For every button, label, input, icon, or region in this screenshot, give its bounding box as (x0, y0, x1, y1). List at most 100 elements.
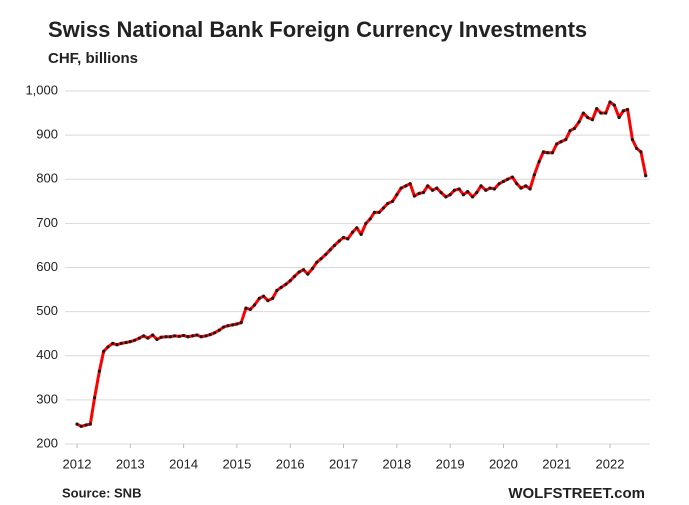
point (524, 184, 528, 188)
x-tick-label: 2018 (382, 456, 411, 471)
point (208, 332, 212, 337)
point (292, 274, 297, 278)
point (617, 115, 621, 120)
x-tick-label: 2017 (329, 456, 358, 471)
y-tick-label: 1,000 (25, 82, 58, 97)
point (146, 336, 150, 340)
point (608, 100, 612, 104)
point (426, 184, 430, 188)
point (284, 282, 288, 286)
point (84, 423, 88, 427)
point (604, 111, 608, 115)
point (341, 235, 346, 240)
point (546, 151, 550, 155)
point (191, 334, 195, 338)
point (217, 328, 221, 332)
point (168, 335, 172, 339)
point (359, 232, 363, 237)
point (132, 338, 137, 342)
point (337, 239, 341, 243)
point (639, 150, 643, 154)
point (537, 160, 541, 164)
point (452, 188, 456, 192)
point (79, 424, 83, 428)
point (475, 190, 479, 195)
chart-subtitle: CHF, billions (48, 50, 138, 67)
point (572, 126, 576, 131)
point (492, 187, 496, 191)
point (119, 341, 123, 345)
point (377, 210, 381, 214)
point (612, 103, 616, 107)
point (115, 343, 119, 347)
point (595, 107, 599, 111)
point (479, 184, 483, 188)
point (195, 333, 199, 337)
point (448, 193, 452, 197)
point (515, 182, 519, 186)
point (212, 331, 217, 335)
point (381, 206, 386, 210)
point (564, 137, 568, 142)
point (261, 294, 266, 298)
point (88, 422, 92, 426)
point (644, 174, 648, 178)
point (142, 334, 146, 338)
x-tick-label: 2016 (276, 456, 305, 471)
point (412, 194, 417, 198)
point (350, 230, 355, 234)
x-tick-label: 2015 (222, 456, 251, 471)
point (239, 321, 243, 325)
x-tick-label: 2021 (542, 456, 571, 471)
point (497, 182, 501, 186)
point (288, 279, 292, 283)
point (111, 341, 115, 345)
point (137, 336, 141, 340)
point (328, 248, 332, 252)
chart-title: Swiss National Bank Foreign Currency Inv… (48, 17, 587, 42)
point (501, 179, 506, 184)
point (297, 270, 301, 274)
x-tick-label: 2019 (436, 456, 465, 471)
point (226, 324, 230, 328)
point (102, 349, 106, 353)
point (159, 335, 163, 339)
point (484, 188, 488, 192)
y-tick-label: 600 (36, 259, 58, 274)
point (417, 191, 421, 195)
point (248, 307, 252, 312)
y-tick-label: 200 (36, 435, 58, 450)
point (364, 221, 368, 225)
point (630, 137, 635, 142)
point (599, 111, 603, 115)
point (488, 186, 492, 190)
point (75, 422, 79, 426)
point (252, 303, 257, 307)
point (390, 199, 395, 203)
point (177, 334, 181, 338)
y-tick-label: 800 (36, 171, 58, 186)
point (519, 186, 523, 190)
y-tick-label: 500 (36, 303, 58, 318)
point (124, 340, 128, 345)
point (435, 186, 439, 190)
point (301, 268, 306, 272)
point (430, 188, 435, 192)
point (421, 190, 426, 195)
point (466, 190, 470, 194)
point (404, 184, 408, 188)
point (151, 333, 155, 337)
point (586, 115, 590, 120)
point (92, 396, 97, 400)
point (444, 195, 448, 199)
point (128, 340, 132, 344)
point (559, 140, 563, 144)
point (231, 323, 235, 327)
point (315, 260, 319, 264)
y-tick-label: 400 (36, 347, 58, 362)
point (182, 333, 186, 338)
source: Source: SNB (62, 485, 141, 500)
point (319, 257, 323, 261)
point (346, 237, 350, 241)
point (577, 120, 581, 124)
